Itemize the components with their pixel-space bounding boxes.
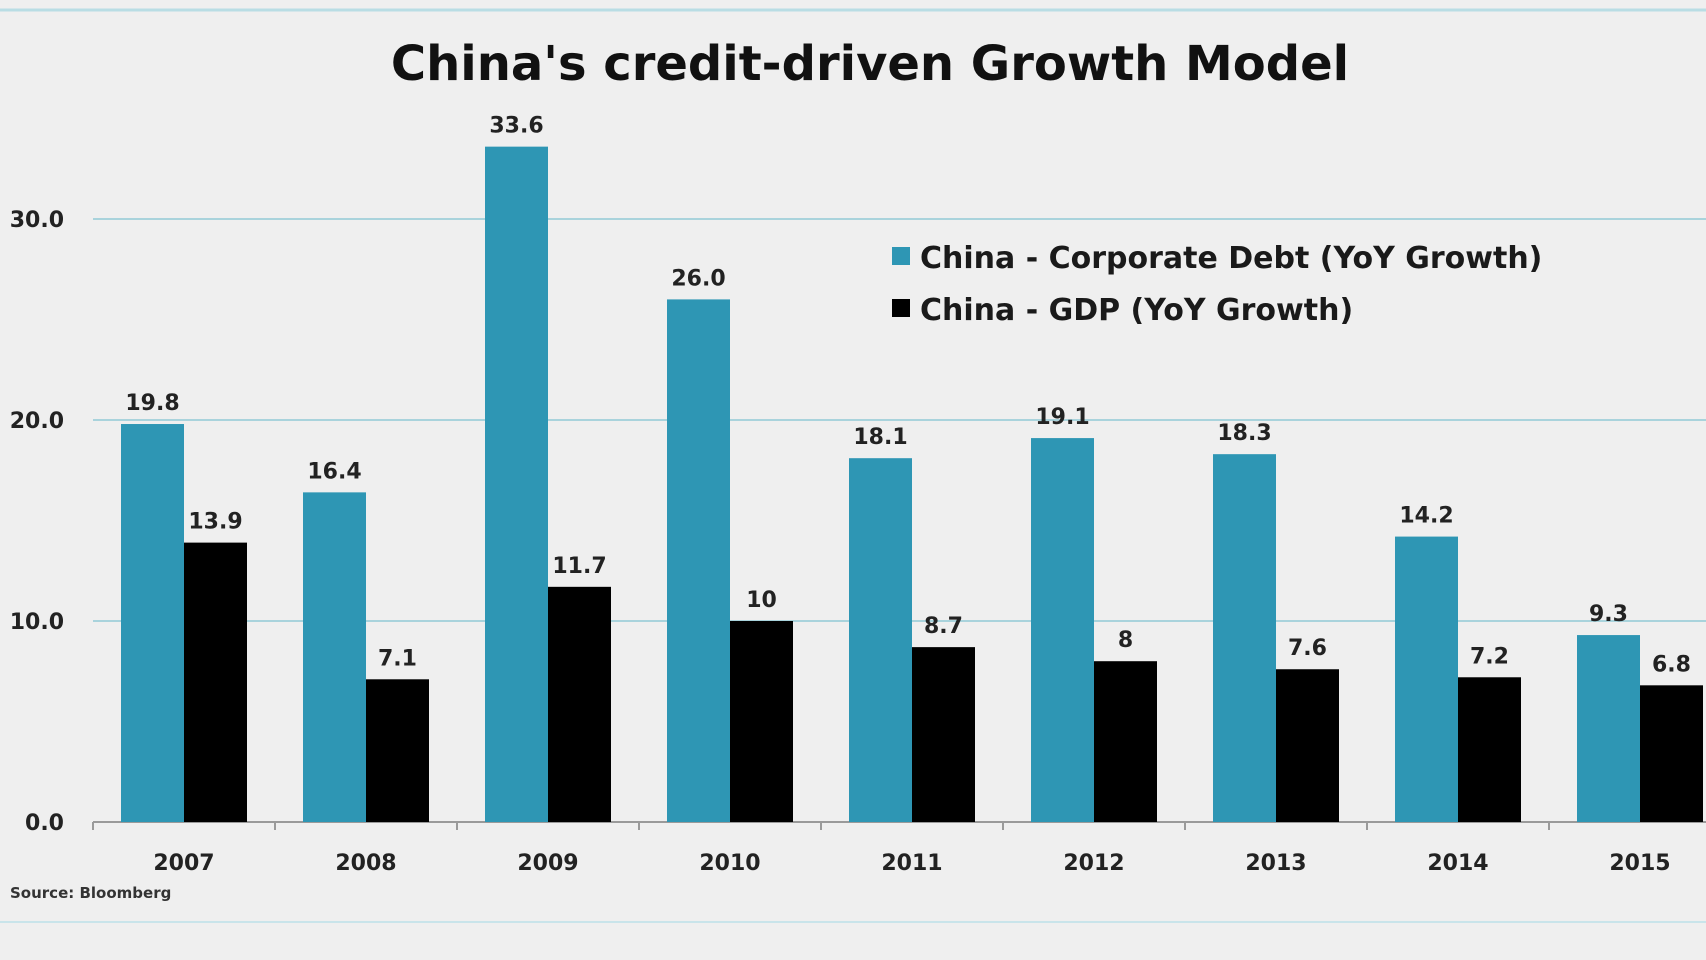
y-tick-label-30.0: 30.0 — [10, 208, 64, 233]
x-tick-label-2012: 2012 — [1063, 851, 1124, 876]
bar-corporate-debt-2015 — [1577, 635, 1640, 822]
bar-gdp-2011 — [912, 647, 975, 822]
data-label-corporate-debt-2013: 18.3 — [1217, 421, 1271, 446]
data-label-gdp-2008: 7.1 — [378, 646, 417, 671]
source-note: Source: Bloomberg — [10, 884, 171, 902]
bar-gdp-2010 — [730, 621, 793, 822]
x-tick-label-2013: 2013 — [1245, 851, 1306, 876]
bar-corporate-debt-2007 — [121, 424, 184, 822]
data-label-corporate-debt-2010: 26.0 — [671, 266, 725, 291]
data-label-gdp-2007: 13.9 — [188, 510, 242, 535]
x-tick-label-2010: 2010 — [699, 851, 760, 876]
bars — [121, 146, 1703, 822]
data-label-gdp-2012: 8 — [1118, 628, 1133, 653]
data-label-corporate-debt-2008: 16.4 — [307, 459, 361, 484]
chart-title: China's credit-driven Growth Model — [391, 36, 1349, 92]
x-tick-label-2015: 2015 — [1609, 851, 1670, 876]
data-label-corporate-debt-2014: 14.2 — [1399, 504, 1453, 529]
data-label-corporate-debt-2015: 9.3 — [1589, 602, 1628, 627]
x-tick-label-2011: 2011 — [881, 851, 942, 876]
data-label-corporate-debt-2011: 18.1 — [853, 425, 907, 450]
bar-corporate-debt-2009 — [485, 146, 548, 822]
bar-gdp-2014 — [1458, 677, 1521, 822]
y-tick-label-0.0: 0.0 — [25, 811, 64, 836]
x-tick-label-2014: 2014 — [1427, 851, 1488, 876]
bar-gdp-2008 — [366, 679, 429, 822]
data-label-corporate-debt-2007: 19.8 — [125, 391, 179, 416]
x-tick-label-2007: 2007 — [153, 851, 214, 876]
data-label-gdp-2009: 11.7 — [552, 554, 606, 579]
legend-label-gdp: China - GDP (YoY Growth) — [920, 293, 1353, 328]
data-label-corporate-debt-2009: 33.6 — [489, 114, 543, 139]
y-tick-label-20.0: 20.0 — [10, 409, 64, 434]
bar-gdp-2007 — [184, 542, 247, 822]
data-label-gdp-2011: 8.7 — [924, 614, 963, 639]
legend: China - Corporate Debt (YoY Growth) Chin… — [892, 241, 1542, 328]
data-labels: 19.8 16.4 33.6 26.0 18.1 19.1 18.3 14.2 9.3 13.9 7… — [125, 114, 1691, 678]
bar-corporate-debt-2014 — [1395, 536, 1458, 822]
data-label-gdp-2010: 10 — [746, 588, 777, 613]
bar-gdp-2012 — [1094, 661, 1157, 822]
legend-swatch-gdp — [892, 299, 910, 317]
legend-swatch-corporate-debt — [892, 247, 910, 265]
data-label-gdp-2014: 7.2 — [1470, 644, 1509, 669]
bar-corporate-debt-2011 — [849, 458, 912, 822]
bar-gdp-2013 — [1276, 669, 1339, 822]
x-tick-label-2008: 2008 — [335, 851, 396, 876]
bar-gdp-2009 — [548, 586, 611, 822]
data-label-gdp-2013: 7.6 — [1288, 636, 1327, 661]
bar-corporate-debt-2008 — [303, 492, 366, 822]
bar-gdp-2015 — [1640, 685, 1703, 822]
bar-corporate-debt-2013 — [1213, 454, 1276, 822]
data-label-corporate-debt-2012: 19.1 — [1035, 405, 1089, 430]
data-label-gdp-2015: 6.8 — [1652, 652, 1691, 677]
legend-label-corporate-debt: China - Corporate Debt (YoY Growth) — [920, 241, 1542, 276]
bar-corporate-debt-2012 — [1031, 438, 1094, 822]
y-tick-label-10.0: 10.0 — [10, 610, 64, 635]
bar-corporate-debt-2010 — [667, 299, 730, 822]
x-tick-label-2009: 2009 — [517, 851, 578, 876]
